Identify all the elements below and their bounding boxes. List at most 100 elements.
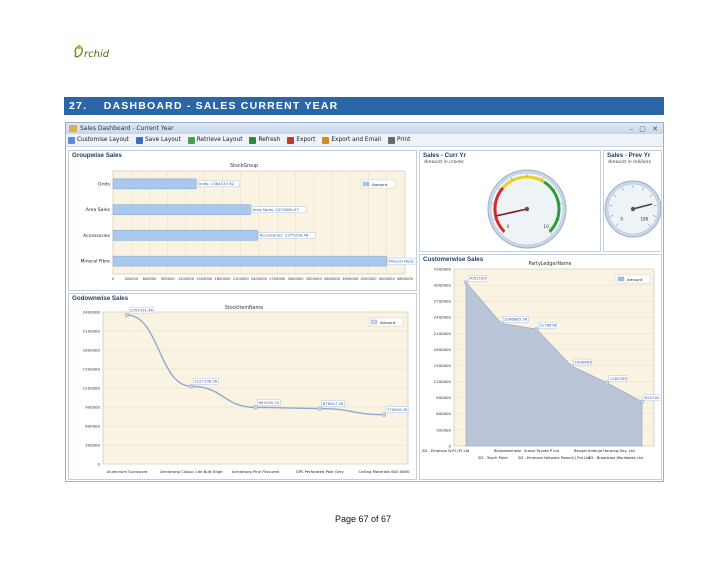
prev-yr-gauge: 0 189 <box>604 180 661 238</box>
y-tick-label: 300000 <box>436 427 451 432</box>
panel-title: Sales - Prev Yr <box>607 152 651 159</box>
gauge-tick <box>493 218 497 221</box>
x-tick-label: Bhubaneshwar <box>494 449 522 453</box>
sales-prev-yr-panel: Sales - Prev Yr Amount in millions 0 189 <box>603 150 662 252</box>
x-tick-label: 900000 <box>161 277 175 281</box>
toolbar-button-label: Export <box>296 137 316 143</box>
data-label: 1227108.56 <box>194 379 218 384</box>
customerwise-area-chart: PartyLedgerName 0 300000 600000 900000 120000… <box>422 261 662 460</box>
data-point <box>253 405 258 410</box>
data-label-box <box>258 232 316 239</box>
chart-title: StockGroup <box>230 163 258 169</box>
x-tick-label: 1800000 <box>214 277 231 281</box>
data-label-box <box>538 321 557 329</box>
x-tick-label: 1200000 <box>178 277 195 281</box>
layout-icon <box>68 136 75 144</box>
toolbar-button-label: Export and Email <box>331 137 382 143</box>
data-label-box <box>251 206 307 213</box>
panel-title: Sales - Curr Yr <box>423 152 466 159</box>
x-tick-label: 600000 <box>143 277 157 281</box>
legend-swatch <box>617 276 625 282</box>
x-tick-label: 3900000 <box>342 277 359 281</box>
gauge-tick <box>613 194 617 197</box>
data-label: 3052163 <box>469 276 486 281</box>
gauge-tick <box>498 188 502 191</box>
gauge-needle <box>632 203 653 210</box>
section-heading: 27. DASHBOARD - SALES CURRENT YEAR <box>64 97 664 115</box>
x-tick-label: 2400000 <box>251 277 268 281</box>
gauge-tick <box>541 177 544 181</box>
x-tick-label: 1500000 <box>196 277 213 281</box>
bar <box>112 178 197 190</box>
data-label-box <box>385 406 409 413</box>
y-tick-label: 300000 <box>85 442 100 447</box>
panel-title: Godownwise Sales <box>72 295 129 302</box>
x-tick-label: 3600000 <box>324 277 341 281</box>
chart-title: StockItemName <box>225 305 263 311</box>
legend-box <box>615 274 651 284</box>
gauge-needle <box>496 208 528 217</box>
page-footer: Page 67 of 67 <box>335 514 392 524</box>
y-tick-label: 3300000 <box>434 266 452 271</box>
curr-yr-gauge: 0 10 <box>487 169 567 249</box>
data-label: 825102.5 <box>645 395 662 400</box>
gauge-tick <box>552 188 556 191</box>
data-label-box <box>257 399 281 406</box>
toolbar-button-email[interactable]: Export and Email <box>322 136 382 144</box>
data-point <box>124 312 130 318</box>
gauge-band <box>501 175 545 189</box>
y-tick-label: 2100000 <box>83 328 101 333</box>
x-tick-label: Ceiling Materials 600 X600 <box>358 469 410 474</box>
godownwise-sales-panel: Godownwise Sales StockItemName 0 300000 600… <box>68 293 417 480</box>
customerwise-sales-panel: Customerwise Sales PartyLedgerName 0 30000… <box>419 254 662 480</box>
y-tick-label: Mineral Fibre <box>80 259 110 265</box>
data-point <box>569 364 574 369</box>
toolbar-button-export[interactable]: Export <box>287 136 316 144</box>
legend-label: Amount <box>627 277 643 282</box>
svg-text:rchid: rchid <box>84 49 110 60</box>
gauge-tick <box>647 223 651 227</box>
toolbar-button-layout[interactable]: Customise Layout <box>68 136 129 144</box>
toolbar-button-save[interactable]: Save Layout <box>135 136 181 144</box>
x-tick-label: Aluminium Sunlouvre <box>107 469 148 474</box>
toolbar-button-print[interactable]: Print <box>388 136 411 144</box>
toolbar: Customise Layout Save Layout Retrieve Layo… <box>66 134 663 147</box>
data-point <box>534 327 539 332</box>
y-tick-label: 2700000 <box>434 299 452 304</box>
line-series <box>126 314 385 416</box>
x-tick-label: 2100000 <box>233 277 250 281</box>
toolbar-button-retrieve[interactable]: Retrieve Layout <box>187 136 243 144</box>
data-label: 2286885.36 <box>504 317 528 322</box>
y-tick-label: 1500000 <box>83 366 101 371</box>
gauge-tick <box>621 187 624 191</box>
x-tick-label: 0 <box>112 277 115 281</box>
gauge-band <box>543 180 561 233</box>
x-tick-label: 4200000 <box>360 277 377 281</box>
x-tick-label: SD - Emerson N.P.I.(P) Ltd <box>422 449 469 453</box>
window-titlebar: Sales Dashboard - Current Year – ▢ ✕ <box>66 123 663 134</box>
gauge-tick <box>502 231 505 234</box>
toolbar-button-refresh[interactable]: Refresh <box>249 136 280 144</box>
gauge-tick <box>649 194 653 197</box>
data-point <box>189 384 194 389</box>
gauge-tick <box>652 215 656 217</box>
data-label-box <box>502 316 529 323</box>
y-tick-label: 2100000 <box>434 331 452 336</box>
toolbar-button-label: Print <box>397 137 411 143</box>
y-tick-label: Area Sales <box>86 207 111 213</box>
groupwise-sales-panel: Groupwise Sales StockGroup 0 300000 600000 9… <box>68 150 417 291</box>
gauge-tick <box>549 231 552 234</box>
data-label: 2178678 <box>539 323 556 328</box>
retrieve-icon <box>187 136 195 144</box>
data-point <box>604 380 609 385</box>
dashboard-window: Sales Dashboard - Current Year – ▢ ✕ Cus… <box>65 122 664 482</box>
window-controls[interactable]: – ▢ ✕ <box>629 125 660 133</box>
gauge-tick <box>615 223 619 227</box>
x-tick-label: Armstrong Classic Lite Butt Edge <box>160 469 223 474</box>
refresh-icon <box>249 136 257 144</box>
email-icon <box>322 136 330 144</box>
toolbar-button-label: Retrieve Layout <box>196 137 243 143</box>
gauge-tick <box>642 187 645 191</box>
y-tick-label: 1200000 <box>434 379 452 384</box>
data-point <box>381 412 387 417</box>
